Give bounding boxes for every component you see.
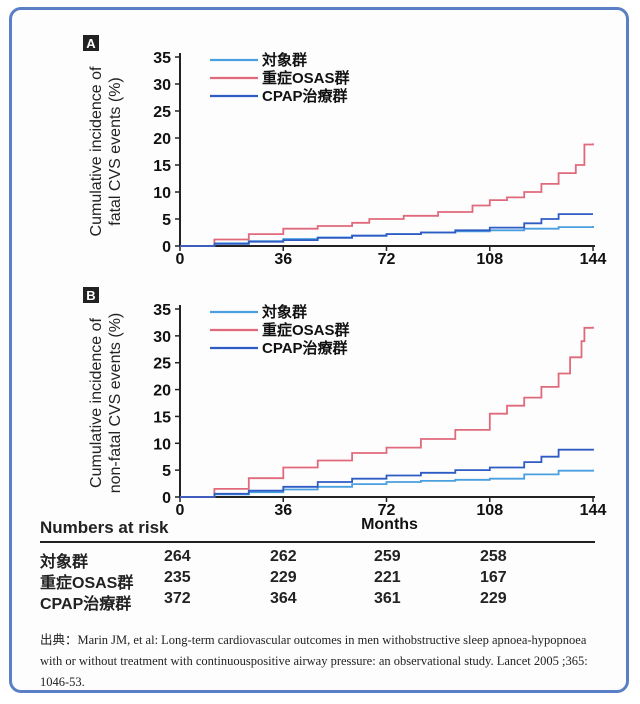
- x-tick-label: 0: [176, 251, 185, 268]
- y-tick-label: 10: [153, 185, 171, 202]
- legend-label: CPAP治療群: [262, 339, 348, 357]
- x-tick-label: 72: [378, 251, 396, 268]
- legend-label: 重症OSAS群: [262, 321, 350, 339]
- risk-row-label: 重症OSAS群: [40, 575, 134, 592]
- y-tick-label: 30: [153, 77, 171, 94]
- y-tick-label: 5: [162, 212, 171, 229]
- panel-label: A: [86, 36, 96, 51]
- y-tick-label: 25: [153, 104, 171, 121]
- risk-value: 364: [270, 590, 297, 607]
- y-tick-label: 20: [153, 131, 171, 148]
- y-axis-label-line1: Cumulative incidence of: [88, 66, 105, 236]
- source-citation: 出典：Marin JM, et al: Long-term cardiovasc…: [40, 633, 588, 689]
- legend-label: 重症OSAS群: [262, 69, 350, 87]
- y-tick-label: 30: [153, 329, 171, 346]
- risk-row-label: 対象群: [40, 554, 89, 571]
- risk-value: 229: [270, 569, 297, 586]
- y-tick-label: 25: [153, 356, 171, 373]
- figure-frame: [9, 7, 629, 693]
- panel-label: B: [86, 288, 95, 303]
- x-tick-label: 36: [274, 502, 292, 519]
- y-tick-label: 35: [153, 302, 171, 319]
- panel-label-box: [83, 35, 99, 51]
- x-tick-label: 108: [476, 502, 503, 519]
- x-tick-label: 144: [580, 251, 607, 268]
- x-tick-label: 36: [274, 251, 292, 268]
- x-tick-label: 144: [580, 502, 607, 519]
- risk-value: 258: [480, 548, 507, 565]
- risk-row-label: CPAP治療群: [40, 596, 132, 613]
- x-tick-label: 108: [476, 251, 503, 268]
- series-line: [180, 213, 593, 247]
- risk-value: 372: [164, 590, 191, 607]
- chart-panel-a: A 0 5 10 15 20 25 30 35 0 36 72 108 144 Cumulative inc…: [83, 35, 606, 268]
- y-tick-label: 35: [153, 50, 171, 67]
- legend-label: 対象群: [261, 303, 307, 321]
- y-tick-label: 15: [153, 158, 171, 175]
- y-tick-label: 5: [162, 463, 171, 480]
- y-tick-label: 0: [162, 239, 171, 256]
- risk-table-divider: [40, 541, 595, 543]
- risk-value: 229: [480, 590, 507, 607]
- chart-panel-b: B 0 5 10 15 20 25 30 35 0 36 72 108 144 Cumulative inc…: [83, 287, 606, 533]
- y-tick-label: 15: [153, 409, 171, 426]
- risk-value: 235: [164, 569, 191, 586]
- risk-value: 259: [374, 548, 401, 565]
- panel-label-box: [83, 287, 99, 303]
- y-tick-label: 20: [153, 383, 171, 400]
- y-axis-label-line2: fatal CVS events (%): [107, 77, 124, 226]
- x-tick-label: 72: [378, 502, 396, 519]
- legend-label: 対象群: [261, 51, 307, 69]
- y-axis-label-line1: Cumulative incidence of: [88, 318, 105, 488]
- risk-value: 361: [374, 590, 401, 607]
- y-tick-label: 0: [162, 490, 171, 507]
- risk-table-title: Numbers at risk: [40, 518, 169, 537]
- x-axis-label: Months: [361, 516, 418, 533]
- risk-value: 221: [374, 569, 401, 586]
- series-line: [180, 469, 594, 498]
- series-line: [180, 326, 594, 498]
- x-tick-label: 0: [176, 502, 185, 519]
- series-line: [180, 448, 594, 498]
- risk-value: 264: [164, 548, 191, 565]
- y-axis-label-line2: non-fatal CVS events (%): [107, 313, 124, 494]
- series-line: [180, 143, 594, 247]
- legend-label: CPAP治療群: [262, 87, 348, 105]
- risk-value: 167: [480, 569, 507, 586]
- y-tick-label: 10: [153, 436, 171, 453]
- risk-value: 262: [270, 548, 297, 565]
